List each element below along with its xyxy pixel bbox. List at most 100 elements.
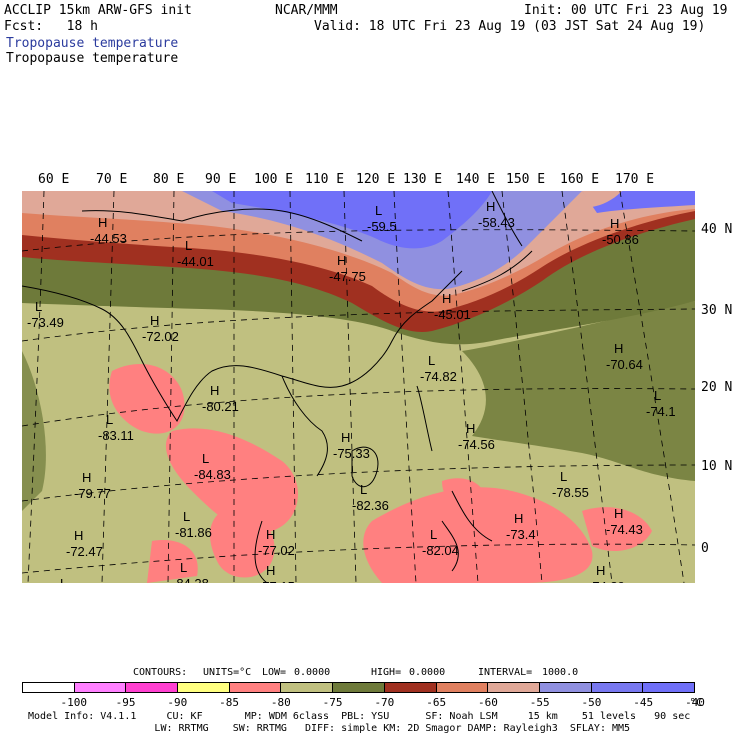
colorbar-segment: [333, 683, 385, 692]
tropopause-temperature-map: H -44.53 L -44.01 H -47.75 L -59.5 H -58.43 H -50.8…: [22, 191, 695, 583]
extremum-kind: L: [360, 482, 367, 497]
units-label: UNITS=°C: [203, 667, 252, 678]
colorbar-segment: [281, 683, 334, 692]
extremum-kind: H: [514, 511, 523, 526]
extremum-kind: L: [60, 576, 67, 583]
high-marker: H-79.77: [74, 470, 111, 501]
colorbar-segment: [488, 683, 540, 692]
high-marker: H-50.86: [602, 216, 639, 247]
colorbar-tick-label: -60: [477, 696, 498, 709]
longitude-label: 170 E: [615, 172, 655, 187]
high-marker: H-74.89: [588, 563, 625, 583]
extremum-value: -78.55: [552, 485, 589, 500]
extremum-kind: L: [560, 469, 567, 484]
extremum-value: -58.43: [478, 215, 515, 230]
model-info-line-2: LW: RRTMG SW: RRTMG DIFF: simple KM: 2D …: [28, 723, 631, 734]
low-marker: L-78.55: [552, 469, 589, 500]
extremum-value: -74.82: [420, 369, 457, 384]
high-marker: H-77.15: [258, 563, 295, 583]
longitude-label: 140 E: [456, 172, 496, 187]
longitude-label: 120 E: [356, 172, 396, 187]
extremum-kind: L: [202, 451, 209, 466]
extrema-labels: H-44.53 L-44.01 H-47.75L-59.5H-58.43 H-50.8…: [27, 199, 676, 583]
extremum-value: -73.4: [506, 527, 536, 542]
colorbar-segment: [591, 683, 644, 692]
colorbar-segment: [539, 683, 592, 692]
extremum-kind: H: [486, 199, 495, 214]
low-marker: L-59.5: [367, 203, 397, 234]
latitude-label: 40 N: [701, 222, 733, 237]
institution-label: NCAR/MMM: [275, 3, 338, 18]
low-marker: L-81.86: [175, 509, 212, 540]
colorbar-tick-label: -80: [270, 696, 291, 709]
extremum-kind: H: [614, 341, 623, 356]
extremum-kind: H: [610, 216, 619, 231]
extremum-value: -45.01: [434, 307, 471, 322]
high-marker: H-47.75: [329, 253, 366, 284]
colorbar-tick-label: -90: [167, 696, 188, 709]
longitude-label: 130 E: [403, 172, 443, 187]
extremum-kind: H: [74, 528, 83, 543]
extremum-kind: H: [466, 421, 475, 436]
extremum-value: -80.21: [202, 399, 239, 414]
extremum-kind: H: [98, 215, 107, 230]
longitude-label: 80 E: [153, 172, 185, 187]
extremum-value: -44.01: [177, 254, 214, 269]
extremum-kind: H: [614, 506, 623, 521]
extremum-kind: L: [654, 388, 661, 403]
low-marker: L-44.01: [177, 238, 214, 269]
longitude-label: 160 E: [560, 172, 600, 187]
colorbar-tick-label: -50: [581, 696, 602, 709]
latitude-label: 20 N: [701, 380, 733, 395]
extremum-value: -82.36: [352, 498, 389, 513]
extremum-kind: L: [106, 412, 113, 427]
high-marker: H-70.64: [606, 341, 643, 372]
colorbar-segment: [643, 683, 694, 692]
high-label: HIGH=: [371, 667, 402, 678]
high-value: 0.0000: [409, 667, 446, 678]
longitude-label: 110 E: [305, 172, 345, 187]
interval-label: INTERVAL=: [478, 667, 533, 678]
extremum-kind: H: [266, 563, 275, 578]
latitude-label: 10 N: [701, 459, 733, 474]
latitude-label: 0: [701, 541, 709, 556]
colorbar-tick-label: -45: [633, 696, 654, 709]
extremum-kind: H: [442, 291, 451, 306]
colorbar-segment: [126, 683, 179, 692]
low-marker: L-83.11: [98, 412, 134, 443]
map-canvas: H-44.53 L-44.01 H-47.75L-59.5H-58.43 H-50.8…: [22, 191, 695, 583]
high-marker: H-72.47: [66, 528, 103, 559]
low-marker: L-73.49: [27, 299, 64, 330]
init-time: Init: 00 UTC Fri 23 Aug 19: [524, 3, 728, 18]
extremum-kind: L: [428, 353, 435, 368]
extremum-value: -70.64: [606, 357, 643, 372]
low-label: LOW=: [262, 667, 287, 678]
colorbar-segment: [384, 683, 437, 692]
extremum-kind: H: [150, 313, 159, 328]
latitude-label: 30 N: [701, 303, 733, 318]
longitude-label: 70 E: [96, 172, 128, 187]
colorbar-tick-label: -100: [60, 696, 88, 709]
extremum-value: -74.1: [646, 404, 676, 419]
high-marker: H-74.56: [458, 421, 495, 452]
extremum-value: -83.11: [98, 428, 134, 443]
colorbar-segment: [23, 683, 75, 692]
extremum-kind: L: [180, 560, 187, 575]
extremum-value: -82.04: [422, 543, 459, 558]
extremum-value: -84.28: [172, 576, 209, 583]
colorbar-tick-label: -40: [685, 696, 705, 709]
extremum-value: -72.02: [142, 329, 179, 344]
longitude-label: 60 E: [38, 172, 70, 187]
longitude-label: 90 E: [205, 172, 237, 187]
extremum-value: -77.02: [258, 543, 295, 558]
high-marker: H-45.01: [434, 291, 471, 322]
model-title: ACCLIP 15km ARW-GFS init: [4, 3, 192, 18]
colorbar-tick-label: -95: [115, 696, 136, 709]
high-marker: H-58.43: [478, 199, 515, 230]
extremum-value: -44.53: [90, 231, 127, 246]
field-title-secondary: Tropopause temperature: [6, 51, 179, 66]
colorbar-tick-label: -85: [219, 696, 239, 709]
extremum-value: -59.5: [367, 219, 397, 234]
extremum-value: -73.49: [27, 315, 64, 330]
extremum-value: -77.15: [258, 579, 295, 583]
